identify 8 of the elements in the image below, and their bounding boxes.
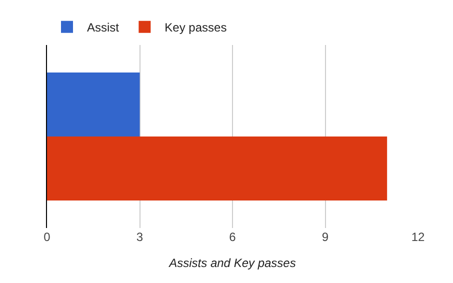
x-tick-label: 9 (322, 230, 329, 244)
legend-label: Assist (87, 20, 120, 35)
x-tick-label: 12 (411, 230, 425, 244)
x-tick-label: 3 (136, 230, 144, 244)
x-axis-title: Assists and Key passes (168, 256, 296, 270)
x-tick-label: 0 (44, 230, 51, 244)
x-tick-label: 6 (229, 230, 236, 244)
legend-label: Key passes (164, 20, 227, 35)
